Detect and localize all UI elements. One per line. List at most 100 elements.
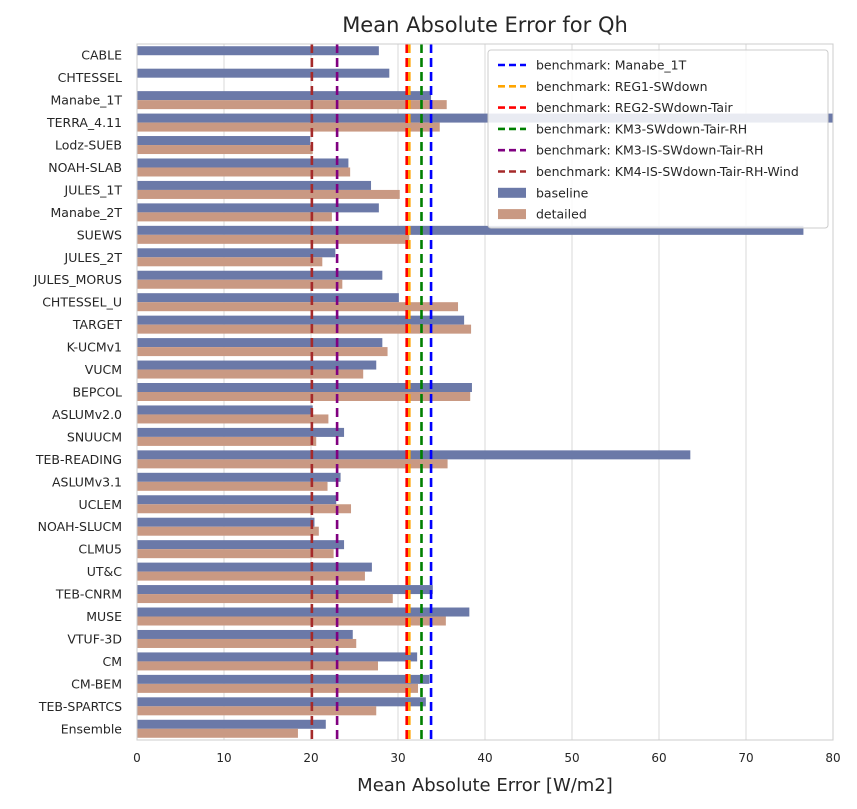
- detailed-bar: [137, 504, 352, 514]
- y-tick-label: BEPCOL: [72, 385, 122, 400]
- detailed-bar: [137, 189, 400, 199]
- y-tick-label: TEB-SPARTCS: [38, 699, 122, 714]
- x-tick-label: 40: [477, 751, 492, 765]
- detailed-bar: [137, 728, 298, 738]
- baseline-bar: [137, 562, 372, 572]
- detailed-bar: [137, 571, 365, 581]
- y-tick-label: CLMU5: [78, 542, 122, 557]
- y-tick-label: SNUUCM: [67, 429, 122, 444]
- baseline-bar: [137, 472, 341, 482]
- legend-frame: [487, 49, 829, 229]
- bar-series: [137, 46, 833, 738]
- y-tick-label: NOAH-SLAB: [48, 160, 122, 175]
- y-tick-label: CM: [102, 654, 122, 669]
- detailed-bar: [137, 683, 419, 693]
- detailed-bar: [137, 638, 357, 648]
- baseline-bar: [137, 629, 353, 639]
- baseline-bar: [137, 405, 313, 415]
- y-tick-label: UCLEM: [78, 497, 122, 512]
- benchmark-lines: [310, 44, 433, 740]
- x-tick-label: 10: [216, 751, 231, 765]
- x-tick-label: 70: [738, 751, 753, 765]
- x-tick-label: 80: [825, 751, 840, 765]
- detailed-bar: [137, 392, 471, 401]
- detailed-bar: [137, 100, 447, 110]
- y-tick-label: ASLUMv2.0: [52, 407, 122, 422]
- legend-baseline-swatch: [498, 187, 526, 198]
- x-tick-label: 30: [390, 751, 405, 765]
- legend-benchmark-label: benchmark: REG1-SWdown: [536, 79, 708, 94]
- y-tick-label: Ensemble: [61, 721, 123, 736]
- detailed-bar: [137, 234, 410, 244]
- y-tick-label: UT&C: [87, 564, 123, 579]
- baseline-bar: [137, 495, 337, 505]
- detailed-bar: [137, 167, 351, 177]
- detailed-bar: [137, 145, 313, 155]
- detailed-bar: [137, 257, 323, 267]
- baseline-bar: [137, 652, 418, 662]
- x-tick-label: 50: [564, 751, 579, 765]
- baseline-bar: [137, 136, 311, 146]
- detailed-bar: [137, 347, 388, 357]
- legend-benchmark-label: benchmark: Manabe_1T: [536, 58, 687, 73]
- baseline-bar: [137, 360, 377, 370]
- baseline-bar: [137, 427, 345, 437]
- detailed-bar: [137, 549, 334, 559]
- legend-detailed-swatch: [498, 209, 526, 220]
- baseline-bar: [137, 607, 470, 617]
- y-tick-labels: CABLE CHTESSEL Manabe_1T TERRA_4.11 Lodz-SUE…: [33, 48, 123, 737]
- detailed-bar: [137, 324, 472, 334]
- y-tick-label: CHTESSEL_U: [42, 295, 122, 310]
- x-axis-label: Mean Absolute Error [W/m2]: [357, 775, 613, 796]
- y-tick-label: JULES_2T: [64, 250, 123, 265]
- baseline-bar: [137, 585, 433, 595]
- y-tick-label: SUEWS: [77, 227, 122, 242]
- detailed-bar: [137, 526, 319, 536]
- detailed-bar: [137, 616, 446, 626]
- y-tick-label: Manabe_2T: [51, 205, 123, 220]
- baseline-bar: [137, 293, 399, 303]
- baseline-bar: [137, 91, 432, 101]
- chart-title: Mean Absolute Error for Qh: [342, 13, 628, 37]
- baseline-bar: [137, 180, 372, 190]
- detailed-bar: [137, 122, 440, 132]
- detailed-bar: [137, 414, 329, 424]
- y-tick-label: Lodz-SUEB: [55, 138, 122, 153]
- y-tick-label: VUCM: [85, 362, 122, 377]
- detailed-bar: [137, 661, 378, 671]
- baseline-bar: [137, 113, 833, 123]
- baseline-bar: [137, 383, 472, 392]
- detailed-bar: [137, 436, 317, 446]
- legend-benchmark-label: benchmark: KM4-IS-SWdown-Tair-RH-Wind: [536, 164, 799, 179]
- baseline-bar: [137, 540, 345, 550]
- detailed-bar: [137, 369, 364, 379]
- legend-benchmark-label: benchmark: KM3-IS-SWdown-Tair-RH: [536, 143, 763, 158]
- detailed-bar: [137, 279, 343, 289]
- y-tick-label: NOAH-SLUCM: [38, 519, 122, 534]
- legend-benchmark-label: benchmark: REG2-SWdown-Tair: [536, 100, 734, 115]
- y-tick-label: VTUF-3D: [67, 631, 122, 646]
- legend-series-label: detailed: [536, 207, 587, 222]
- legend-series-label: baseline: [536, 185, 589, 200]
- detailed-bar: [137, 302, 459, 312]
- baseline-bar: [137, 719, 326, 729]
- legend: benchmark: Manabe_1T benchmark: REG1-SWdo…: [487, 49, 829, 229]
- detailed-bar: [137, 212, 332, 222]
- baseline-bar: [137, 68, 390, 78]
- detailed-bar: [137, 594, 393, 604]
- baseline-bar: [137, 674, 430, 684]
- baseline-bar: [137, 225, 804, 235]
- x-tick-labels: 0 10 20 30 40 50 60 70 80: [133, 751, 840, 765]
- detailed-bar: [137, 459, 448, 469]
- baseline-bar: [137, 46, 379, 56]
- detailed-bar: [137, 706, 377, 716]
- y-tick-label: JULES_1T: [64, 182, 123, 197]
- baseline-bar: [137, 315, 465, 325]
- plot-frame: [136, 43, 834, 741]
- y-tick-label: TERRA_4.11: [46, 115, 122, 130]
- x-tick-label: 0: [133, 751, 141, 765]
- baseline-bar: [137, 158, 349, 168]
- baseline-bar: [137, 450, 691, 460]
- baseline-bar: [137, 338, 383, 348]
